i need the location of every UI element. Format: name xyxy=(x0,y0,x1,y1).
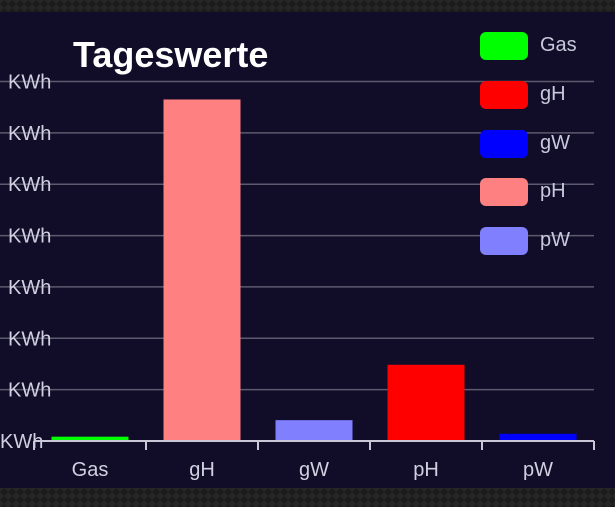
x-tick-label-gas: Gas xyxy=(72,459,109,481)
y-tick-label-0: KWh xyxy=(0,431,43,453)
legend-swatch-ph xyxy=(480,178,528,207)
y-tick-label-1: KWh xyxy=(8,380,51,402)
bar-gas xyxy=(51,436,129,441)
bar-pw xyxy=(499,433,577,441)
y-tick-label-3: KWh xyxy=(8,277,51,299)
y-tick-label-2: KWh xyxy=(8,328,51,350)
chart-title: Tageswerte xyxy=(73,34,269,75)
legend-label-gh: gH xyxy=(540,82,566,105)
bar-gw xyxy=(275,420,353,441)
bar-chart: KWh KWh KWh KWh KWh KWh KWh KWh Gas gH gW pH pW xyxy=(0,72,595,481)
chart-panel: KWh KWh KWh KWh KWh KWh KWh KWh Gas gH gW pH pW Tage… xyxy=(0,12,615,488)
x-tick-label-pw: pW xyxy=(523,459,553,481)
y-tick-label-5: KWh xyxy=(8,174,51,196)
legend-swatch-gw xyxy=(480,129,528,158)
legend-swatch-gas xyxy=(480,32,528,60)
legend-label-ph: pH xyxy=(540,180,566,203)
x-tick-label-ph: pH xyxy=(413,459,439,481)
x-tick-label-gh: gH xyxy=(189,459,215,481)
y-tick-label-6: KWh xyxy=(8,123,51,145)
legend-label-gas: Gas xyxy=(540,34,577,56)
y-tick-label-4: KWh xyxy=(8,226,51,248)
x-tick-label-gw: gW xyxy=(299,459,329,481)
bar-gh xyxy=(163,99,241,441)
legend-swatch-gh xyxy=(480,80,528,109)
legend-label-gw: gW xyxy=(540,131,570,154)
legend-swatch-pw xyxy=(480,227,528,256)
bar-ph xyxy=(387,364,465,441)
legend-label-pw: pW xyxy=(540,229,570,252)
y-tick-label-7: KWh xyxy=(8,72,51,94)
